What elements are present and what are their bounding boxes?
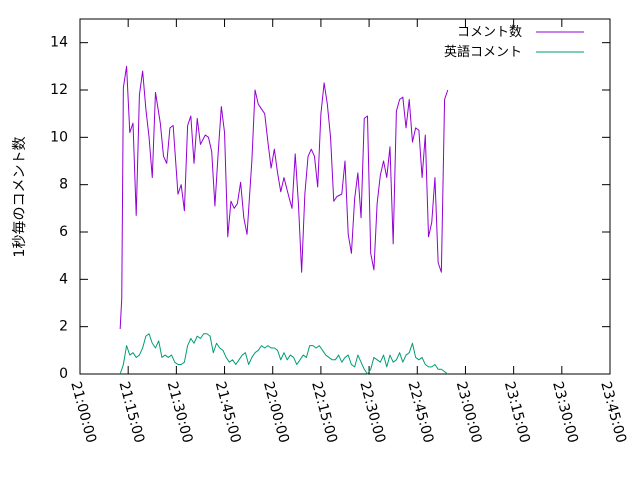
x-tick-label: 21:30:00 — [164, 380, 196, 445]
x-tick-label: 21:00:00 — [67, 380, 99, 445]
series-line-0 — [119, 65, 449, 330]
y-tick-label: 12 — [50, 82, 68, 98]
series-line-1 — [119, 333, 449, 375]
x-tick-label: 23:45:00 — [597, 380, 629, 445]
legend-label-series-1: 英語コメント — [444, 44, 522, 60]
y-tick-label: 2 — [59, 319, 68, 335]
y-tick-label: 6 — [59, 224, 68, 240]
x-tick-label: 22:00:00 — [260, 380, 292, 445]
ticks-layer: 0 2 4 6 8 10 12 14 21:00:00 21:15:00 21:30:00 21:45… — [50, 19, 629, 445]
y-tick-label: 0 — [59, 366, 68, 382]
y-tick-label: 14 — [50, 35, 68, 51]
legend: コメント数 英語コメント — [444, 25, 584, 60]
x-tick-label: 22:45:00 — [405, 380, 437, 445]
series-layer — [119, 65, 449, 375]
legend-label-series-0: コメント数 — [457, 25, 522, 40]
y-tick-label: 10 — [50, 129, 68, 145]
plot-area-frame — [79, 18, 611, 375]
x-tick-label: 21:15:00 — [115, 380, 147, 445]
x-tick-label: 22:15:00 — [308, 380, 340, 445]
y-tick-label: 8 — [59, 177, 68, 193]
x-tick-label: 23:15:00 — [501, 380, 533, 445]
x-tick-label: 21:45:00 — [212, 380, 244, 445]
x-tick-label: 22:30:00 — [356, 380, 388, 445]
y-tick-label: 4 — [59, 271, 68, 287]
y-axis-title: 1秒毎のコメント数 — [12, 137, 28, 258]
x-tick-label: 23:00:00 — [453, 380, 485, 445]
x-tick-label: 23:30:00 — [549, 380, 581, 445]
